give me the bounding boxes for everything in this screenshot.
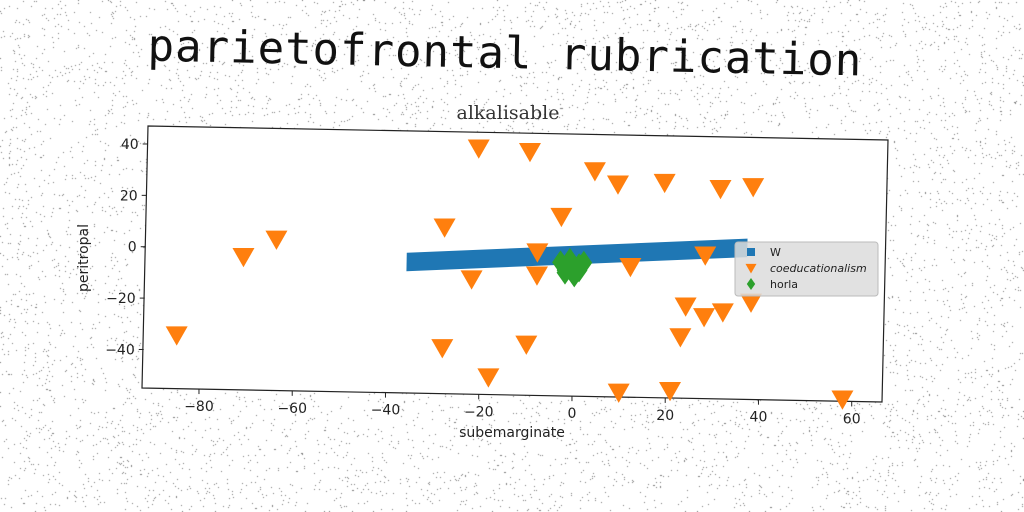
y-tick-label: 40 [121, 137, 139, 153]
x-tick-label: −60 [277, 401, 307, 417]
chart-subtitle: alkalisable [457, 102, 560, 124]
x-tick-label: 60 [843, 411, 861, 427]
x-tick-label: −40 [371, 403, 401, 419]
y-tick-label: 0 [128, 240, 137, 256]
legend-label: W [770, 246, 781, 259]
legend-marker-w [747, 248, 755, 256]
x-axis-label: subemarginate [459, 425, 565, 441]
x-tick-label: 20 [656, 408, 674, 424]
y-tick-label: −20 [106, 291, 136, 307]
x-tick-label: −20 [464, 404, 494, 420]
legend-label: horla [770, 278, 798, 291]
x-tick-label: 0 [568, 406, 577, 422]
y-axis-label: peritropal [76, 224, 92, 292]
x-tick-label: −80 [184, 399, 214, 415]
x-tick-label: 40 [750, 410, 768, 426]
y-tick-label: −40 [105, 342, 135, 358]
y-tick-label: 20 [120, 188, 138, 204]
legend-label: coeducationalism [770, 262, 867, 275]
